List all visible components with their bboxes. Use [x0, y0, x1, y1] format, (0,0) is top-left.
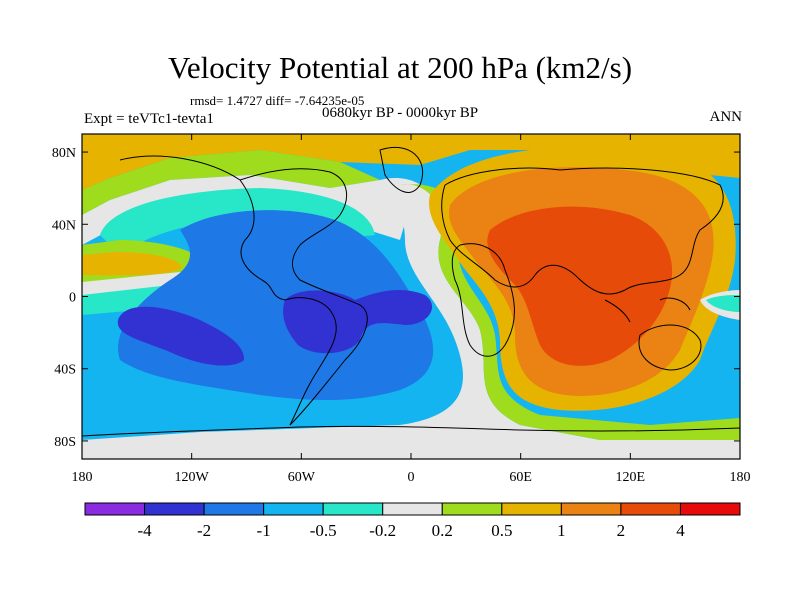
colorbar-swatch — [382, 502, 443, 516]
colorbar-swatch — [679, 502, 741, 516]
x-tick-label: 0 — [408, 470, 415, 485]
deep-blue-cell-pacific — [117, 306, 245, 366]
colorbar-swatch — [560, 502, 622, 516]
y-tick-label: 40N — [52, 218, 76, 233]
y-tick-label: 80S — [54, 435, 76, 450]
colorbar-swatch — [620, 502, 681, 516]
americas-west-coast — [119, 155, 337, 426]
maritime-islands — [604, 297, 691, 323]
white-divider — [82, 178, 740, 459]
colorbar-swatch — [441, 502, 503, 516]
americas-east-coast — [239, 168, 368, 426]
colorbar-swatch — [263, 502, 324, 516]
season-label: ANN — [709, 109, 743, 125]
deep-blue-cell-atlantic — [283, 290, 433, 354]
colorbar-label: 4 — [676, 521, 685, 540]
x-tick-label: 60E — [509, 470, 532, 485]
colorbar-swatch — [501, 502, 562, 516]
colorbar-label: 2 — [617, 521, 626, 540]
colorbar-swatch — [144, 502, 205, 516]
africa-coast — [451, 243, 515, 357]
colorbar-label: 0.5 — [491, 521, 512, 540]
colorbar: -4 -2 -1 -0.5 -0.2 0.2 0.5 1 2 4 — [84, 502, 741, 540]
experiment-label: Expt = teVTc1-tevta1 — [84, 111, 214, 127]
x-tick-label: 60W — [288, 470, 316, 485]
colorbar-swatch — [322, 502, 384, 516]
north-teal-band — [100, 188, 375, 255]
axis-layer: 180 120W 60W 0 60E 120E 180 80N 40N 0 40S 80S — [52, 134, 751, 485]
colorbar-label: -0.5 — [310, 521, 337, 540]
colorbar-label: -0.2 — [369, 521, 396, 540]
green-divider — [400, 184, 740, 440]
antarctica-coast — [82, 425, 740, 437]
east-teal-cell — [706, 294, 740, 312]
colorbar-swatch — [84, 502, 146, 516]
y-tick-label: 0 — [69, 291, 76, 306]
y-tick-label: 40S — [54, 363, 76, 378]
west-yellow-pocket — [82, 252, 182, 276]
eurasia-coast — [441, 167, 724, 295]
colorbar-label: -4 — [137, 521, 152, 540]
x-tick-label: 180 — [730, 470, 751, 485]
greenland — [379, 146, 424, 193]
colorbar-label: 1 — [557, 521, 566, 540]
australia-coast — [638, 324, 702, 371]
coastlines — [82, 146, 740, 437]
colorbar-swatch — [203, 502, 265, 516]
red-orange-high — [487, 206, 673, 366]
map-title: Velocity Potential at 200 hPa (km2/s) — [167, 50, 633, 85]
north-white-band — [82, 175, 410, 245]
contour-field — [82, 134, 740, 459]
y-tick-label: 80N — [52, 146, 76, 161]
colorbar-label: 0.2 — [432, 521, 453, 540]
period-label: 0680kyr BP - 0000kyr BP — [322, 105, 479, 121]
stats-line: rmsd= 1.4727 diff= -7.64235e-05 — [190, 93, 365, 108]
x-tick-label: 120E — [616, 470, 646, 485]
north-green-band — [82, 150, 380, 215]
colorbar-label: -2 — [197, 521, 211, 540]
x-tick-label: 120W — [175, 470, 210, 485]
colorbar-label: -1 — [257, 521, 271, 540]
x-tick-label: 180 — [72, 470, 93, 485]
